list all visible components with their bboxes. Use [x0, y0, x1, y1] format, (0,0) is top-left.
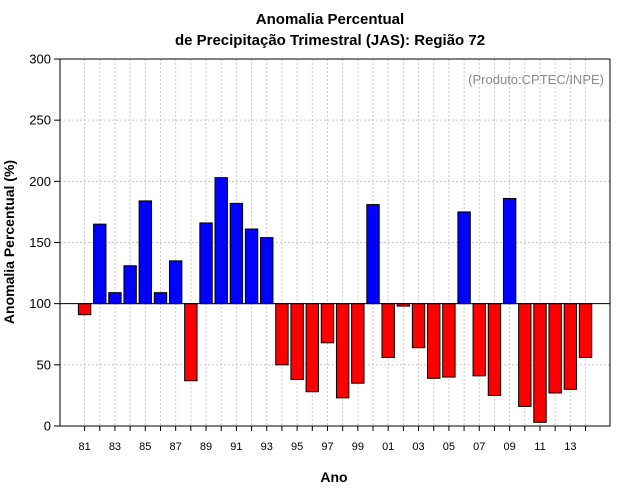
x-tick-label: 01	[382, 441, 394, 453]
bar-10	[518, 303, 532, 407]
y-axis-label: Anomalia Percentual (%)	[1, 160, 17, 324]
x-tick-label: 07	[473, 441, 485, 453]
y-tick-label: 0	[44, 419, 51, 434]
bar-08	[487, 303, 502, 396]
x-tick-label: 09	[504, 441, 516, 453]
bar-93	[260, 237, 274, 305]
bar-94	[275, 303, 289, 366]
plot-frame	[59, 58, 611, 427]
x-tick-label: 03	[412, 441, 424, 453]
x-tick-label: 93	[261, 441, 273, 453]
bar-91	[229, 202, 244, 305]
bar-11	[533, 303, 547, 423]
bar-14	[578, 303, 593, 359]
bar-04	[427, 303, 441, 379]
x-tick-label: 13	[564, 441, 576, 453]
bar-06	[457, 211, 471, 305]
x-tick-label: 85	[139, 441, 151, 453]
y-tick-label: 100	[29, 296, 51, 311]
x-tick-label: 81	[78, 441, 90, 453]
bar-98	[335, 303, 350, 399]
bar-13	[563, 303, 578, 390]
x-tick-label: 99	[352, 441, 364, 453]
bar-09	[502, 197, 517, 305]
bar-88	[184, 303, 198, 382]
x-tick-label: 95	[291, 441, 303, 453]
bar-82	[93, 223, 107, 305]
bars	[77, 177, 593, 423]
bar-95	[290, 303, 304, 381]
x-tick-label: 91	[230, 441, 242, 453]
bar-96	[305, 303, 319, 393]
bar-87	[168, 260, 183, 305]
bar-99	[351, 303, 365, 384]
y-tick-label: 200	[29, 174, 51, 189]
bar-12	[548, 303, 562, 394]
bar-90	[214, 177, 228, 305]
bar-00	[366, 204, 380, 305]
y-tick-label: 50	[37, 357, 51, 372]
bar-03	[411, 303, 426, 349]
x-tick-label: 05	[443, 441, 455, 453]
chart-title-line1: Anomalia Percentual	[256, 11, 404, 28]
bar-84	[123, 265, 137, 305]
x-tick-label: 87	[170, 441, 182, 453]
bar-07	[472, 303, 486, 377]
x-axis-label: Ano	[320, 469, 347, 485]
bar-97	[320, 303, 335, 344]
x-tick-label: 89	[200, 441, 212, 453]
credit-label: (Produto:CPTEC/INPE)	[468, 72, 604, 87]
bar-86	[153, 292, 168, 305]
y-tick-label: 300	[29, 52, 51, 67]
x-tick-label: 97	[321, 441, 333, 453]
y-tick-label: 250	[29, 113, 51, 128]
bar-01	[381, 303, 395, 359]
bar-85	[138, 200, 153, 305]
bar-89	[199, 222, 213, 305]
y-tick-label: 150	[29, 235, 51, 250]
bar-92	[244, 228, 259, 305]
bar-81	[77, 303, 92, 316]
x-tick-label: 11	[534, 441, 545, 453]
bar-05	[442, 303, 456, 378]
bar-83	[108, 292, 122, 305]
chart-title-line2: de Precipitação Trimestral (JAS): Região…	[175, 32, 485, 49]
x-tick-label: 83	[109, 441, 121, 453]
